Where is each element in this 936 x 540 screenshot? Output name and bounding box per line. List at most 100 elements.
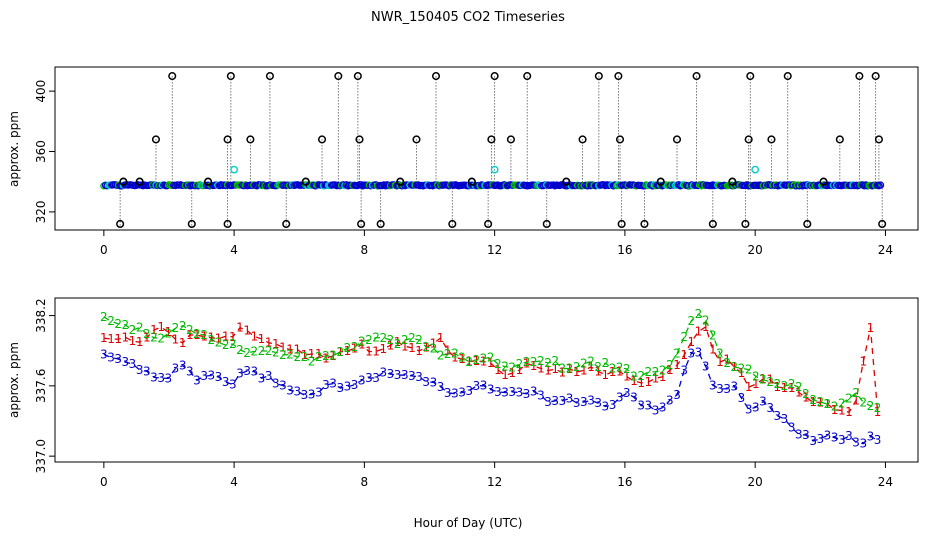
series-1-point: 1 [200, 330, 208, 344]
series-2-point: 2 [688, 314, 696, 328]
series-3-point: 3 [250, 365, 258, 379]
series-2-point: 2 [387, 333, 395, 347]
series-3-point: 3 [659, 401, 667, 415]
y-tick-label: 338.2 [34, 298, 48, 332]
series-1-point: 1 [537, 361, 545, 375]
series-3-point: 3 [716, 382, 724, 396]
bottom-plot-frame [54, 297, 919, 463]
series-1-point: 1 [344, 344, 352, 358]
series-2-point: 2 [279, 348, 287, 362]
series-3-point: 3 [272, 376, 280, 390]
spike-low-point [542, 219, 551, 229]
series-3-point: 3 [623, 386, 631, 400]
series-3-point: 3 [122, 355, 130, 369]
y-tick-label: 337.0 [34, 439, 48, 473]
series-3-point: 3 [136, 363, 144, 377]
series-1-point: 1 [430, 337, 438, 351]
series-3-point: 3 [487, 383, 495, 397]
spike-high-point [317, 135, 327, 144]
spike-low-point [376, 219, 385, 229]
series-3-point: 3 [207, 368, 215, 382]
series-2-line [103, 313, 878, 409]
cyan-point [490, 165, 499, 174]
series-3-point: 3 [731, 379, 739, 393]
series-1-point: 1 [150, 323, 158, 337]
series-1-point: 1 [752, 377, 760, 391]
series-1-point: 1 [874, 405, 882, 419]
series-1-point: 1 [630, 374, 638, 388]
series-2-point: 2 [107, 314, 115, 328]
series-2-point: 2 [666, 358, 674, 372]
series-2-point: 2 [788, 377, 796, 391]
series-3-point: 3 [809, 434, 817, 448]
series-3-point: 3 [587, 394, 595, 408]
series-3-point: 3 [107, 351, 115, 365]
series-2-point: 2 [258, 344, 266, 358]
series-1-point: 1 [530, 359, 538, 373]
series-2-point: 2 [845, 392, 853, 406]
series-3-point: 3 [172, 361, 180, 375]
series-2-point: 2 [286, 348, 294, 362]
series-1-point: 1 [587, 360, 595, 374]
x-tick-label: 8 [361, 243, 369, 257]
series-3-point: 3 [286, 383, 294, 397]
series-3-point: 3 [480, 379, 488, 393]
x-tick-label: 8 [361, 475, 369, 489]
series-3-point: 3 [523, 387, 531, 401]
series-1-point: 1 [250, 330, 258, 344]
series-2-point: 2 [508, 360, 516, 374]
series-1-point: 1 [365, 345, 373, 359]
series-1-point: 1 [623, 370, 631, 384]
series-1-point: 1 [272, 337, 280, 351]
series-3-point: 3 [458, 386, 466, 400]
spike-high-point [615, 135, 625, 144]
series-1-point: 1 [179, 336, 187, 350]
series-2-point: 2 [809, 393, 817, 407]
series-2-point: 2 [193, 327, 201, 341]
series-1-point: 1 [336, 345, 344, 359]
series-3-point: 3 [738, 391, 746, 405]
x-tick-label: 4 [230, 475, 238, 489]
spike-high-point [467, 177, 476, 186]
series-1-point: 1 [731, 360, 739, 374]
spike-high-point [692, 72, 701, 81]
series-2-point: 2 [215, 336, 223, 350]
spike-high-point [431, 72, 441, 81]
series-2-point: 2 [408, 331, 416, 345]
series-2-point: 2 [537, 354, 545, 368]
series-2-point: 2 [372, 331, 380, 345]
series-2-point: 2 [802, 387, 810, 401]
series-1-point: 1 [508, 366, 516, 380]
series-2-point: 2 [680, 330, 688, 344]
series-3-point: 3 [401, 368, 409, 382]
series-3-point: 3 [537, 388, 545, 402]
series-3-point: 3 [773, 409, 781, 423]
series-3-point: 3 [358, 373, 366, 387]
spike-low-point [741, 219, 750, 229]
series-3-point: 3 [422, 375, 430, 389]
spike-high-point [490, 72, 499, 81]
series-1-point: 1 [616, 365, 624, 379]
bottom-series-labels: 3 3 3 3 3 3 3 3 3 33 3 33 3 3 3 3 33 3 3 3 33 3 3 3 3 3 33 3 3 3 3 3 3 3 3… [100, 307, 881, 451]
series-3-point: 3 [114, 352, 122, 366]
series-2-point: 2 [236, 343, 244, 357]
series-1-point: 1 [358, 338, 366, 352]
series-2-point: 2 [336, 345, 344, 359]
spike-high-point [562, 177, 571, 186]
series-3-point: 3 [473, 379, 481, 393]
spike-high-point [353, 72, 362, 81]
series-3-point: 3 [215, 370, 223, 384]
spike-high-point [487, 135, 496, 144]
series-2-point: 2 [824, 397, 832, 411]
series-3-point: 3 [781, 412, 789, 426]
series-2-point: 2 [487, 350, 495, 364]
y-tick-label: 400 [34, 80, 48, 103]
series-3-point: 3 [179, 359, 187, 373]
series-2-point: 2 [723, 356, 731, 370]
series-2-point: 2 [501, 360, 509, 374]
series-1-point: 1 [501, 368, 509, 382]
series-2-point: 2 [358, 335, 366, 349]
series-3-point: 3 [845, 429, 853, 443]
